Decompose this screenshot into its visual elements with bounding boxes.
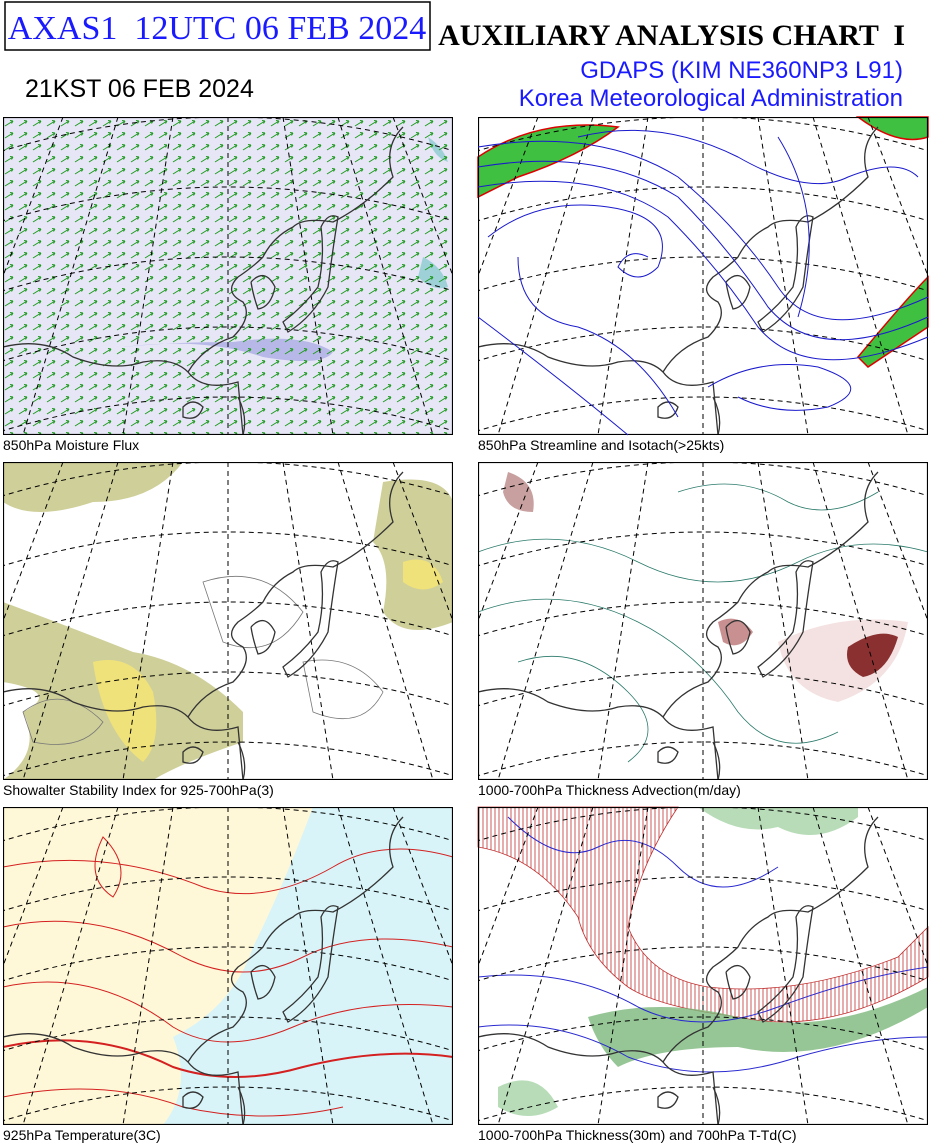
panel-caption: 850hPa Streamline and Isotach(>25kts) (478, 437, 724, 453)
map-panel (3, 117, 453, 435)
map-panel (477, 462, 929, 780)
panel-caption: 1000-700hPa Thickness Advection(m/day) (478, 782, 741, 798)
code: AXAS1 12UTC 06 FEB 2024 (8, 10, 426, 47)
local-time: 21KST 06 FEB 2024 (25, 75, 254, 103)
panel-caption: 850hPa Moisture Flux (3, 437, 139, 453)
panel-caption: 925hPa Temperature(3C) (3, 1127, 161, 1143)
title: AUXILIARY ANALYSIS CHART I (438, 19, 905, 52)
agency: Korea Meteorological Administration (519, 85, 903, 112)
map-panel (477, 806, 929, 1125)
panel-caption: Showalter Stability Index for 925-700hPa… (3, 782, 274, 798)
map-panel (2, 807, 454, 1125)
model: GDAPS (KIM NE360NP3 L91) (580, 57, 903, 84)
map-panel (477, 116, 929, 436)
map-panel (3, 462, 453, 780)
panel-caption: 1000-700hPa Thickness(30m) and 700hPa T-… (478, 1127, 797, 1143)
code-box (4, 1, 431, 51)
